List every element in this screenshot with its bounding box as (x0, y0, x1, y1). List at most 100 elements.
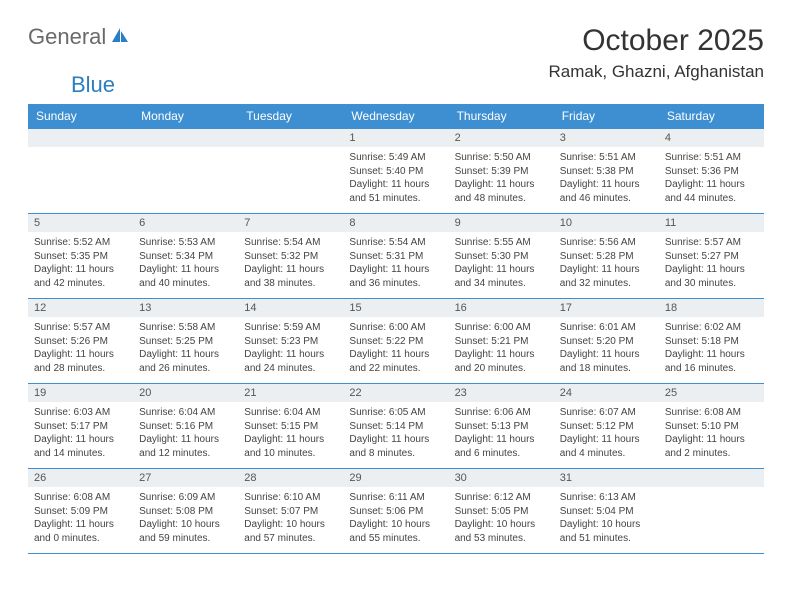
sunrise-line: Sunrise: 6:07 AM (560, 406, 653, 420)
daylight-line: Daylight: 11 hours and 22 minutes. (349, 348, 442, 375)
sunset-line: Sunset: 5:34 PM (139, 250, 232, 264)
daylight-line: Daylight: 11 hours and 20 minutes. (455, 348, 548, 375)
sunset-line: Sunset: 5:23 PM (244, 335, 337, 349)
day-cell: Sunrise: 6:09 AMSunset: 5:08 PMDaylight:… (133, 487, 238, 554)
daylight-line: Daylight: 11 hours and 42 minutes. (34, 263, 127, 290)
daynum-cell: 13 (133, 299, 238, 318)
sunset-line: Sunset: 5:09 PM (34, 505, 127, 519)
daynum-cell: 12 (28, 299, 133, 318)
daylight-line: Daylight: 11 hours and 38 minutes. (244, 263, 337, 290)
sunset-line: Sunset: 5:22 PM (349, 335, 442, 349)
logo-text-general: General (28, 24, 106, 50)
week-2-numbers: 12131415161718 (28, 299, 764, 318)
sunset-line: Sunset: 5:21 PM (455, 335, 548, 349)
week-0-content: Sunrise: 5:49 AMSunset: 5:40 PMDaylight:… (28, 147, 764, 214)
daynum-cell: 10 (554, 214, 659, 233)
day-cell (238, 147, 343, 214)
daylight-line: Daylight: 11 hours and 0 minutes. (34, 518, 127, 545)
day-header-thursday: Thursday (449, 104, 554, 129)
calendar-table: SundayMondayTuesdayWednesdayThursdayFrid… (28, 104, 764, 554)
daylight-line: Daylight: 11 hours and 48 minutes. (455, 178, 548, 205)
day-cell: Sunrise: 6:04 AMSunset: 5:16 PMDaylight:… (133, 402, 238, 469)
daynum-cell: 2 (449, 129, 554, 148)
daylight-line: Daylight: 11 hours and 28 minutes. (34, 348, 127, 375)
daynum-cell: 4 (659, 129, 764, 148)
sunset-line: Sunset: 5:18 PM (665, 335, 758, 349)
sunrise-line: Sunrise: 6:04 AM (139, 406, 232, 420)
daynum-cell: 28 (238, 469, 343, 488)
day-cell: Sunrise: 5:53 AMSunset: 5:34 PMDaylight:… (133, 232, 238, 299)
sunrise-line: Sunrise: 6:02 AM (665, 321, 758, 335)
day-cell: Sunrise: 5:54 AMSunset: 5:32 PMDaylight:… (238, 232, 343, 299)
daylight-line: Daylight: 11 hours and 24 minutes. (244, 348, 337, 375)
daylight-line: Daylight: 11 hours and 44 minutes. (665, 178, 758, 205)
day-cell: Sunrise: 6:01 AMSunset: 5:20 PMDaylight:… (554, 317, 659, 384)
sunrise-line: Sunrise: 6:10 AM (244, 491, 337, 505)
sunset-line: Sunset: 5:25 PM (139, 335, 232, 349)
sunrise-line: Sunrise: 5:57 AM (665, 236, 758, 250)
day-header-row: SundayMondayTuesdayWednesdayThursdayFrid… (28, 104, 764, 129)
sunset-line: Sunset: 5:39 PM (455, 165, 548, 179)
sunset-line: Sunset: 5:17 PM (34, 420, 127, 434)
daynum-cell: 8 (343, 214, 448, 233)
day-header-wednesday: Wednesday (343, 104, 448, 129)
day-cell: Sunrise: 6:05 AMSunset: 5:14 PMDaylight:… (343, 402, 448, 469)
sunrise-line: Sunrise: 6:12 AM (455, 491, 548, 505)
daylight-line: Daylight: 10 hours and 57 minutes. (244, 518, 337, 545)
week-2-content: Sunrise: 5:57 AMSunset: 5:26 PMDaylight:… (28, 317, 764, 384)
week-3-numbers: 19202122232425 (28, 384, 764, 403)
daylight-line: Daylight: 11 hours and 40 minutes. (139, 263, 232, 290)
daynum-cell: 19 (28, 384, 133, 403)
day-cell: Sunrise: 6:00 AMSunset: 5:21 PMDaylight:… (449, 317, 554, 384)
day-cell: Sunrise: 6:13 AMSunset: 5:04 PMDaylight:… (554, 487, 659, 554)
day-cell: Sunrise: 5:57 AMSunset: 5:27 PMDaylight:… (659, 232, 764, 299)
daynum-cell: 17 (554, 299, 659, 318)
daynum-cell (659, 469, 764, 488)
week-1-numbers: 567891011 (28, 214, 764, 233)
sunset-line: Sunset: 5:16 PM (139, 420, 232, 434)
daynum-cell: 26 (28, 469, 133, 488)
sunset-line: Sunset: 5:27 PM (665, 250, 758, 264)
sunset-line: Sunset: 5:07 PM (244, 505, 337, 519)
daynum-cell (133, 129, 238, 148)
sunrise-line: Sunrise: 5:56 AM (560, 236, 653, 250)
sunrise-line: Sunrise: 5:57 AM (34, 321, 127, 335)
daynum-cell: 18 (659, 299, 764, 318)
sunrise-line: Sunrise: 6:08 AM (665, 406, 758, 420)
sunset-line: Sunset: 5:31 PM (349, 250, 442, 264)
sunrise-line: Sunrise: 6:04 AM (244, 406, 337, 420)
daynum-cell (238, 129, 343, 148)
sunset-line: Sunset: 5:15 PM (244, 420, 337, 434)
day-cell: Sunrise: 6:11 AMSunset: 5:06 PMDaylight:… (343, 487, 448, 554)
daynum-cell: 16 (449, 299, 554, 318)
day-cell: Sunrise: 5:50 AMSunset: 5:39 PMDaylight:… (449, 147, 554, 214)
sunset-line: Sunset: 5:14 PM (349, 420, 442, 434)
daylight-line: Daylight: 11 hours and 14 minutes. (34, 433, 127, 460)
sunset-line: Sunset: 5:26 PM (34, 335, 127, 349)
daylight-line: Daylight: 11 hours and 36 minutes. (349, 263, 442, 290)
sunset-line: Sunset: 5:12 PM (560, 420, 653, 434)
day-header-monday: Monday (133, 104, 238, 129)
week-3-content: Sunrise: 6:03 AMSunset: 5:17 PMDaylight:… (28, 402, 764, 469)
daylight-line: Daylight: 11 hours and 46 minutes. (560, 178, 653, 205)
daynum-cell: 14 (238, 299, 343, 318)
daynum-cell: 6 (133, 214, 238, 233)
day-cell: Sunrise: 6:00 AMSunset: 5:22 PMDaylight:… (343, 317, 448, 384)
day-cell: Sunrise: 5:52 AMSunset: 5:35 PMDaylight:… (28, 232, 133, 299)
sunrise-line: Sunrise: 5:50 AM (455, 151, 548, 165)
sunset-line: Sunset: 5:10 PM (665, 420, 758, 434)
daylight-line: Daylight: 11 hours and 8 minutes. (349, 433, 442, 460)
daylight-line: Daylight: 11 hours and 32 minutes. (560, 263, 653, 290)
sunset-line: Sunset: 5:04 PM (560, 505, 653, 519)
sunrise-line: Sunrise: 6:06 AM (455, 406, 548, 420)
day-cell: Sunrise: 5:54 AMSunset: 5:31 PMDaylight:… (343, 232, 448, 299)
week-4-content: Sunrise: 6:08 AMSunset: 5:09 PMDaylight:… (28, 487, 764, 554)
day-cell (28, 147, 133, 214)
sunrise-line: Sunrise: 6:13 AM (560, 491, 653, 505)
sunrise-line: Sunrise: 5:59 AM (244, 321, 337, 335)
month-title: October 2025 (549, 24, 764, 58)
daylight-line: Daylight: 11 hours and 10 minutes. (244, 433, 337, 460)
sunset-line: Sunset: 5:06 PM (349, 505, 442, 519)
daynum-cell: 9 (449, 214, 554, 233)
day-cell: Sunrise: 5:58 AMSunset: 5:25 PMDaylight:… (133, 317, 238, 384)
